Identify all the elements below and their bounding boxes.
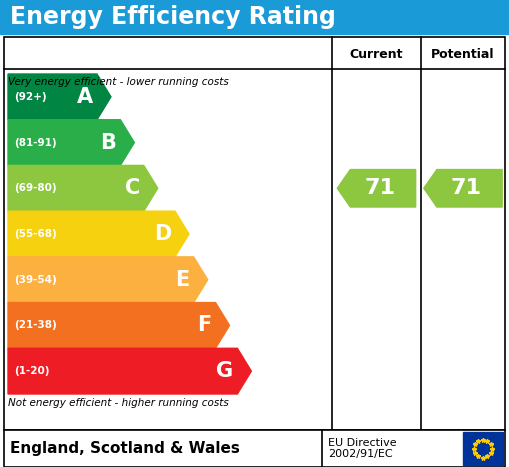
Text: Not energy efficient - higher running costs: Not energy efficient - higher running co… (8, 398, 229, 408)
Text: E: E (176, 270, 190, 290)
Text: B: B (100, 133, 117, 153)
Bar (4, 430, 505, 467)
Text: D: D (154, 224, 171, 244)
Text: England, Scotland & Wales: England, Scotland & Wales (10, 441, 240, 456)
Bar (4, 37, 505, 430)
Text: 2002/91/EC: 2002/91/EC (328, 450, 392, 460)
Text: Potential: Potential (431, 48, 495, 61)
Polygon shape (8, 211, 189, 257)
Text: EU Directive: EU Directive (328, 439, 397, 448)
Polygon shape (424, 170, 502, 207)
Text: (1-20): (1-20) (14, 366, 49, 376)
Polygon shape (8, 303, 230, 348)
Polygon shape (337, 170, 416, 207)
Text: Current: Current (350, 48, 403, 61)
Bar (0, 0, 509, 34)
Text: (69-80): (69-80) (14, 183, 56, 193)
Polygon shape (8, 74, 111, 120)
Text: A: A (77, 87, 93, 107)
Text: (55-68): (55-68) (14, 229, 56, 239)
Text: (81-91): (81-91) (14, 138, 56, 148)
Polygon shape (8, 348, 251, 394)
Text: G: G (216, 361, 233, 381)
Text: 71: 71 (364, 178, 395, 198)
Text: Very energy efficient - lower running costs: Very energy efficient - lower running co… (8, 77, 229, 87)
Polygon shape (8, 165, 158, 211)
Text: C: C (125, 178, 140, 198)
Text: (21-38): (21-38) (14, 320, 56, 331)
Text: (92+): (92+) (14, 92, 47, 102)
Text: (39-54): (39-54) (14, 275, 56, 285)
Polygon shape (8, 120, 134, 165)
Text: Energy Efficiency Rating: Energy Efficiency Rating (10, 5, 336, 29)
Text: F: F (197, 315, 212, 335)
Bar (463, 432, 503, 465)
Text: 71: 71 (451, 178, 482, 198)
Polygon shape (8, 257, 208, 303)
